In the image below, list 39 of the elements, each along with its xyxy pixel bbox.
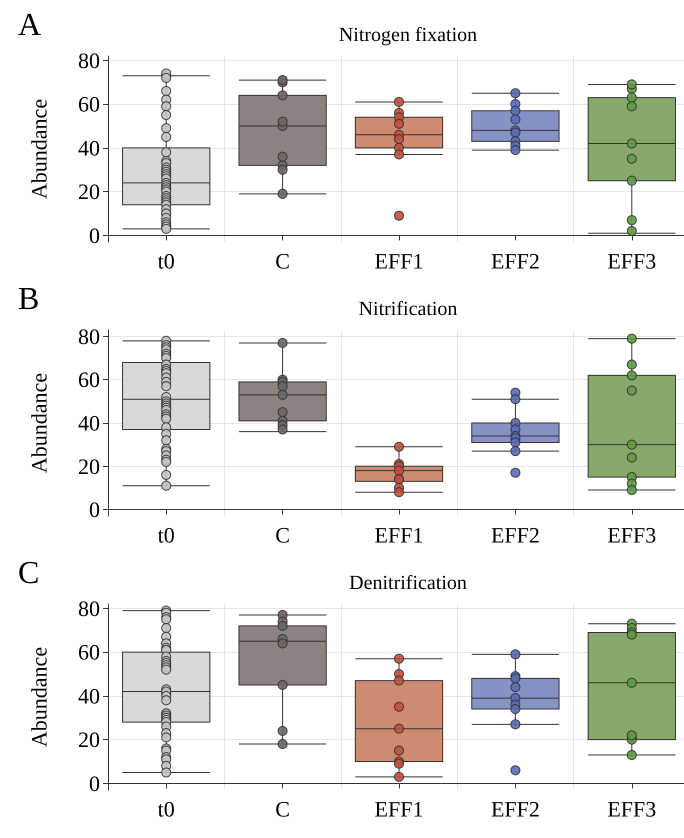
chart-title: Denitrification (349, 572, 467, 594)
y-tick-label: 80 (78, 324, 100, 349)
text: B (18, 280, 40, 316)
chart-title: Nitrification (358, 298, 458, 320)
x-tick-label: EFF3 (607, 796, 656, 822)
y-axis-title: Abundance (26, 646, 52, 748)
y-tick-label: 40 (78, 683, 100, 708)
y-tick-label: 20 (78, 727, 100, 752)
x-tick-label: EFF3 (607, 522, 656, 548)
x-tick-label: t0 (158, 796, 175, 822)
y-tick-label: 80 (78, 48, 100, 73)
x-tick-label: EFF1 (374, 796, 424, 822)
y-tick-label: 40 (78, 410, 100, 436)
x-tick-label: C (275, 522, 290, 548)
y-tick-label: 60 (78, 367, 100, 392)
chart-title: Nitrogen fixation (338, 24, 478, 46)
x-tick-label: t0 (158, 522, 175, 548)
x-tick-label: EFF1 (374, 522, 424, 548)
y-tick-label: 0 (89, 222, 100, 248)
y-tick-label: 20 (78, 179, 100, 204)
x-tick-label: EFF2 (490, 796, 540, 822)
x-tick-label: t0 (158, 248, 175, 274)
x-tick-label: C (275, 796, 290, 822)
y-tick-label: 60 (78, 92, 100, 117)
text: A (18, 6, 42, 42)
y-tick-label: 0 (89, 770, 100, 796)
y-tick-label: 60 (78, 640, 100, 665)
x-tick-label: C (275, 248, 290, 274)
y-tick-label: 40 (78, 135, 100, 160)
y-tick-label: 20 (78, 454, 100, 479)
y-tick-label: 80 (78, 596, 100, 621)
x-tick-label: EFF1 (374, 248, 424, 274)
y-axis-title: Abundance (26, 372, 52, 474)
x-tick-label: EFF2 (490, 522, 540, 548)
x-tick-label: EFF3 (607, 248, 656, 274)
text: C (18, 554, 40, 590)
x-tick-label: EFF2 (490, 248, 540, 274)
y-axis-title: Abundance (26, 98, 52, 200)
y-tick-label: 0 (89, 497, 100, 522)
